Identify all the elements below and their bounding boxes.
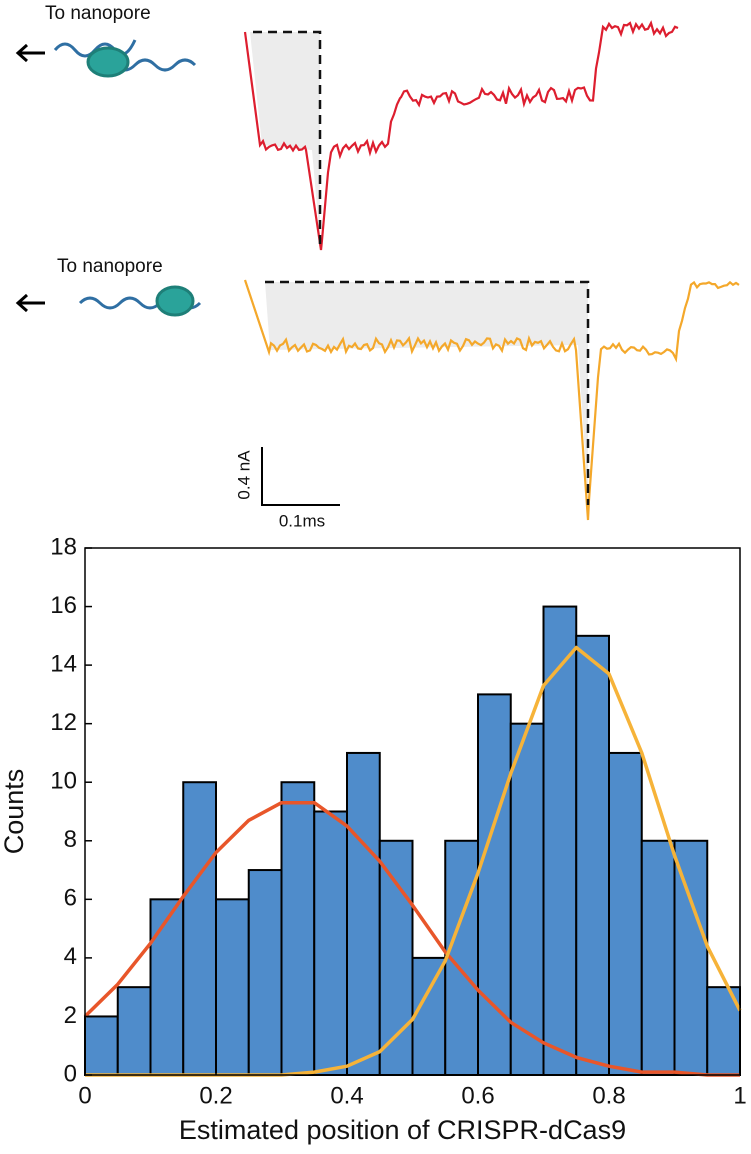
x-tick-label: 0.6 xyxy=(461,1082,494,1109)
bar xyxy=(346,751,381,1076)
x-tick-label: 0.4 xyxy=(330,1082,363,1109)
dna-icon xyxy=(53,39,197,78)
y-tick-label: 2 xyxy=(64,1002,77,1029)
bar xyxy=(575,634,610,1076)
bar xyxy=(542,605,578,1076)
arrow xyxy=(15,293,45,313)
trace-orange xyxy=(243,279,740,521)
trace-red xyxy=(243,20,679,251)
histogram: 0 2 4 6 8 10 12 14 16 18 0 0.2 0.4 0.6 0.8 1 Estimated p… xyxy=(0,533,747,1145)
dna-icon xyxy=(78,285,202,317)
trace-label: To nanopore xyxy=(57,256,163,277)
bar xyxy=(149,898,185,1076)
bar xyxy=(116,986,152,1077)
x-axis-label: Estimated position of CRISPR-dCas9 xyxy=(179,1115,626,1145)
trace-label: To nanopore xyxy=(45,3,151,24)
bar xyxy=(509,722,545,1077)
x-tick-label: 0.8 xyxy=(592,1082,625,1109)
bar xyxy=(378,839,414,1076)
y-tick-label: 0 xyxy=(64,1060,77,1087)
bar xyxy=(280,781,316,1076)
bar xyxy=(608,751,643,1076)
fit-curve xyxy=(83,800,740,1077)
scale-bar xyxy=(261,447,340,506)
y-tick-label: 12 xyxy=(50,709,77,736)
bar xyxy=(215,898,250,1076)
dashed-line xyxy=(253,30,590,505)
y-tick-label: 6 xyxy=(64,885,77,912)
bar xyxy=(247,869,283,1076)
x-tick-label: 0.2 xyxy=(199,1082,232,1109)
y-tick-label: 10 xyxy=(50,768,77,795)
scale-label: 0.1ms xyxy=(279,511,325,530)
bar xyxy=(411,956,447,1077)
plot-frame xyxy=(84,547,741,1076)
bar xyxy=(313,810,348,1076)
scale-label: 0.4 nA xyxy=(234,450,253,500)
x-tick-label: 1 xyxy=(733,1082,746,1109)
y-axis-label: Counts xyxy=(0,769,29,855)
bar xyxy=(84,1015,119,1077)
x-tick-label: 0 xyxy=(78,1082,91,1109)
y-tick-label: 4 xyxy=(64,943,77,970)
y-tick-label: 18 xyxy=(50,533,77,560)
y-tick-label: 8 xyxy=(64,826,77,853)
y-tick-label: 16 xyxy=(50,592,77,619)
arrow xyxy=(15,43,45,63)
bar xyxy=(182,781,217,1076)
bar xyxy=(640,839,676,1076)
shaded-region xyxy=(265,282,588,500)
y-tick-label: 14 xyxy=(50,650,77,677)
bar xyxy=(673,839,709,1076)
shaded-region xyxy=(250,32,320,240)
